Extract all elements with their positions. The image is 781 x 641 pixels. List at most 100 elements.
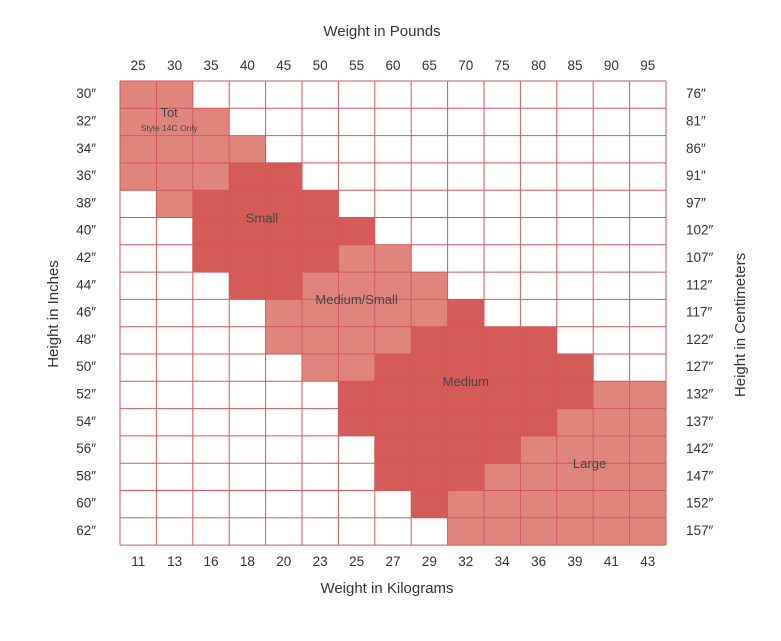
left-tick-label: 44″ bbox=[76, 277, 96, 292]
cell-medium-10-10 bbox=[484, 354, 521, 382]
cell-small-4-3 bbox=[229, 190, 266, 218]
top-axis-title: Weight in Pounds bbox=[323, 23, 440, 40]
left-tick-label: 32″ bbox=[76, 114, 96, 129]
left-tick-label: 30″ bbox=[76, 86, 96, 101]
cell-large-16-13 bbox=[593, 517, 630, 546]
top-tick-label: 95 bbox=[640, 58, 655, 73]
left-tick-label: 42″ bbox=[76, 250, 96, 265]
cell-small-6-2 bbox=[192, 244, 230, 273]
cell-medium-12-6 bbox=[338, 408, 375, 436]
cell-large-16-10 bbox=[484, 517, 521, 546]
bottom-tick-label: 41 bbox=[604, 554, 619, 569]
cell-small-4-2 bbox=[192, 190, 230, 218]
bottom-tick-label: 34 bbox=[495, 554, 511, 569]
cell-small-4-5 bbox=[302, 190, 339, 218]
top-tick-label: 35 bbox=[203, 58, 218, 73]
cell-medium-12-8 bbox=[411, 408, 448, 436]
bottom-tick-label: 18 bbox=[240, 554, 255, 569]
bottom-tick-label: 36 bbox=[531, 554, 546, 569]
bottom-tick-label: 25 bbox=[349, 554, 364, 569]
right-tick-label: 142″ bbox=[686, 441, 714, 456]
bottom-tick-label: 20 bbox=[276, 554, 291, 569]
top-tick-label: 40 bbox=[240, 58, 255, 73]
cell-medium-11-6 bbox=[338, 381, 375, 409]
cell-medium-13-10 bbox=[484, 435, 521, 464]
cell-medium-10-9 bbox=[447, 354, 484, 382]
zone-label-large: Large bbox=[573, 456, 606, 471]
cell-medium-12-10 bbox=[484, 408, 521, 436]
right-tick-label: 137″ bbox=[686, 414, 714, 429]
cell-tot-3-1 bbox=[156, 162, 193, 191]
cell-tot-3-0 bbox=[120, 162, 157, 191]
cell-large-12-13 bbox=[593, 408, 630, 436]
cell-medium-small-10-5 bbox=[302, 354, 339, 382]
cell-tot-1-1 bbox=[156, 108, 193, 136]
cell-large-14-14 bbox=[629, 463, 666, 491]
cell-medium-15-8 bbox=[411, 490, 448, 518]
cell-large-11-13 bbox=[593, 381, 630, 409]
cell-small-6-4 bbox=[265, 244, 302, 273]
right-tick-label: 97″ bbox=[686, 195, 706, 210]
top-tick-label: 90 bbox=[604, 58, 619, 73]
cell-medium-small-7-5 bbox=[302, 272, 339, 300]
cell-large-16-14 bbox=[629, 517, 666, 546]
cell-medium-9-11 bbox=[520, 326, 557, 354]
right-tick-label: 76″ bbox=[686, 86, 706, 101]
top-tick-label: 45 bbox=[276, 58, 291, 73]
cell-medium-small-9-5 bbox=[302, 326, 339, 354]
cell-tot-2-0 bbox=[120, 135, 157, 163]
top-tick-label: 60 bbox=[385, 58, 400, 73]
left-tick-label: 60″ bbox=[76, 496, 96, 511]
cell-tot-1-2 bbox=[192, 108, 230, 136]
cell-layer bbox=[120, 81, 666, 546]
cell-medium-9-8 bbox=[411, 326, 448, 354]
zone-label-medium-small: Medium/Small bbox=[315, 292, 397, 307]
cell-tot-1-0 bbox=[120, 108, 157, 136]
cell-medium-11-7 bbox=[374, 381, 412, 409]
cell-small-3-4 bbox=[265, 162, 302, 191]
cell-tot-0-1 bbox=[156, 81, 193, 109]
cell-medium-small-8-5 bbox=[302, 299, 339, 327]
top-tick-label: 75 bbox=[495, 58, 510, 73]
bottom-tick-label: 43 bbox=[640, 554, 655, 569]
cell-medium-10-12 bbox=[556, 354, 594, 382]
cell-small-5-6 bbox=[338, 217, 375, 245]
zone-label-medium: Medium bbox=[443, 374, 489, 389]
right-tick-label: 81″ bbox=[686, 114, 706, 129]
top-tick-label: 80 bbox=[531, 58, 546, 73]
cell-large-15-12 bbox=[556, 490, 594, 518]
cell-medium-11-8 bbox=[411, 381, 448, 409]
left-tick-label: 50″ bbox=[76, 359, 96, 374]
cell-large-11-14 bbox=[629, 381, 666, 409]
cell-small-7-3 bbox=[229, 272, 266, 300]
left-tick-label: 56″ bbox=[76, 441, 96, 456]
left-axis-title: Height in Inches bbox=[45, 260, 62, 368]
cell-medium-11-12 bbox=[556, 381, 594, 409]
bottom-tick-label: 23 bbox=[313, 554, 328, 569]
right-tick-label: 147″ bbox=[686, 468, 714, 483]
cell-large-14-11 bbox=[520, 463, 557, 491]
top-tick-label: 25 bbox=[131, 58, 146, 73]
cell-tot-4-1 bbox=[156, 190, 193, 218]
cell-medium-small-8-7 bbox=[374, 299, 412, 327]
bottom-tick-label: 29 bbox=[422, 554, 437, 569]
cell-small-5-5 bbox=[302, 217, 339, 245]
right-tick-label: 157″ bbox=[686, 523, 714, 538]
cell-tot-2-2 bbox=[192, 135, 230, 163]
cell-medium-small-8-4 bbox=[265, 299, 302, 327]
cell-small-5-3 bbox=[229, 217, 266, 245]
cell-medium-14-9 bbox=[447, 463, 484, 491]
cell-medium-small-9-4 bbox=[265, 326, 302, 354]
right-tick-label: 127″ bbox=[686, 359, 714, 374]
cell-large-12-14 bbox=[629, 408, 666, 436]
top-tick-label: 55 bbox=[349, 58, 364, 73]
cell-medium-9-9 bbox=[447, 326, 484, 354]
cell-medium-11-10 bbox=[484, 381, 521, 409]
left-tick-label: 46″ bbox=[76, 305, 96, 320]
top-tick-label: 65 bbox=[422, 58, 437, 73]
cell-medium-10-7 bbox=[374, 354, 412, 382]
right-tick-label: 112″ bbox=[686, 277, 713, 292]
cell-large-13-12 bbox=[556, 435, 594, 464]
cell-medium-14-8 bbox=[411, 463, 448, 491]
